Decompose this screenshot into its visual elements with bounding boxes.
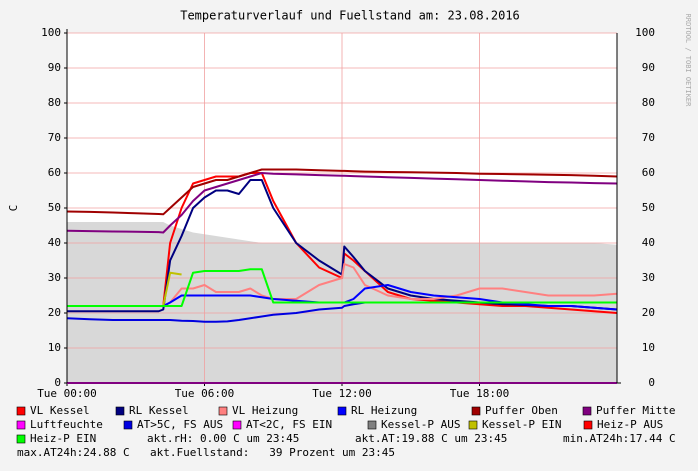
legend-label: RL Heizung <box>351 404 417 417</box>
line <box>162 271 182 307</box>
y-tick-label: 100 <box>41 26 61 39</box>
y2-tick-label: 100 <box>635 26 655 39</box>
legend-label: Heiz-P EIN <box>30 432 96 445</box>
y-tick-label: 20 <box>48 306 61 319</box>
legend-swatch <box>367 420 377 430</box>
legend-label: Heiz-P AUS <box>597 418 663 431</box>
legend-swatch <box>16 434 26 444</box>
legend-swatch <box>583 420 593 430</box>
x-tick-label: Tue 06:00 <box>175 387 235 400</box>
legend-label: Puffer Oben <box>485 404 558 417</box>
line <box>67 268 617 307</box>
y-tick-label: 90 <box>48 61 61 74</box>
y2-tick-label: 40 <box>642 236 655 249</box>
legend-comment: min.AT24h:17.44 C <box>563 432 676 445</box>
legend-swatch <box>232 420 242 430</box>
x-tick-label: Tue 12:00 <box>312 387 372 400</box>
legend-label: Puffer Mitte <box>596 404 675 417</box>
y-tick-label: 0 <box>54 376 61 389</box>
legend-label: AT>5C, FS AUS <box>137 418 223 431</box>
y-tick-label: 80 <box>48 96 61 109</box>
legend-label: AT<2C, FS EIN <box>246 418 332 431</box>
legend-swatch <box>123 420 133 430</box>
y2-tick-label: 30 <box>642 271 655 284</box>
legend-label: Kessel-P EIN <box>482 418 561 431</box>
legend-comment: akt.Fuellstand: 39 Prozent um 23:45 <box>150 446 395 459</box>
y-tick-label: 30 <box>48 271 61 284</box>
legend-comment: akt.rH: 0.00 C um 23:45 <box>147 432 299 445</box>
y2-tick-label: 60 <box>642 166 655 179</box>
y2-tick-label: 0 <box>648 376 655 389</box>
y-tick-label: 10 <box>48 341 61 354</box>
legend-swatch <box>471 406 481 416</box>
line <box>67 284 618 311</box>
legend-swatch <box>468 420 478 430</box>
legend-swatch <box>218 406 228 416</box>
legend-swatch <box>115 406 125 416</box>
y2-tick-label: 10 <box>642 341 655 354</box>
x-tick-label: Tue 18:00 <box>450 387 510 400</box>
y-tick-label: 50 <box>48 201 61 214</box>
y2-tick-label: 50 <box>642 201 655 214</box>
y-axis-label: C <box>7 205 20 212</box>
watermark: RRDTOOL / TOBI OETIKER <box>684 14 692 108</box>
legend-swatch <box>337 406 347 416</box>
y-tick-label: 60 <box>48 166 61 179</box>
legend-comment: akt.AT:19.88 C um 23:45 <box>355 432 507 445</box>
y-tick-label: 70 <box>48 131 61 144</box>
legend-swatch <box>16 406 26 416</box>
legend-swatch <box>16 420 26 430</box>
line <box>66 168 618 216</box>
y-tick-label: 40 <box>48 236 61 249</box>
legend-swatch <box>582 406 592 416</box>
y2-tick-label: 70 <box>642 131 655 144</box>
y2-tick-label: 90 <box>642 61 655 74</box>
line <box>66 172 618 234</box>
chart-title: Temperaturverlauf und Fuellstand am: 23.… <box>180 9 520 23</box>
y2-tick-label: 80 <box>642 96 655 109</box>
legend-label: VL Kessel <box>30 404 90 417</box>
legend-label: VL Heizung <box>232 404 298 417</box>
legend-label: Kessel-P AUS <box>381 418 460 431</box>
legend-label: RL Kessel <box>129 404 189 417</box>
legend-comment: max.AT24h:24.88 C <box>17 446 130 459</box>
y2-tick-label: 20 <box>642 306 655 319</box>
legend-label: Luftfeuchte <box>30 418 103 431</box>
x-tick-label: Tue 00:00 <box>37 387 97 400</box>
